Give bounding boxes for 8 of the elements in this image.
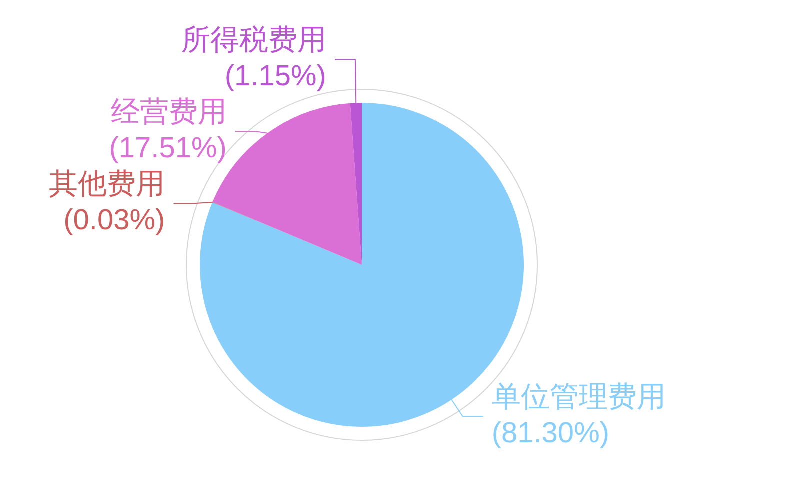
slice-label: 经营费用 xyxy=(110,96,227,129)
slice-label: 所得税费用 xyxy=(181,24,326,57)
slice-label: 其他费用 xyxy=(49,168,166,201)
data-label: (81.30%) xyxy=(492,418,610,450)
data-label: (1.15%) xyxy=(224,60,326,93)
data-label: (0.03%) xyxy=(64,204,166,237)
data-label: (17.51%) xyxy=(109,132,227,165)
slice-label: 单位管理费用 xyxy=(492,382,666,414)
